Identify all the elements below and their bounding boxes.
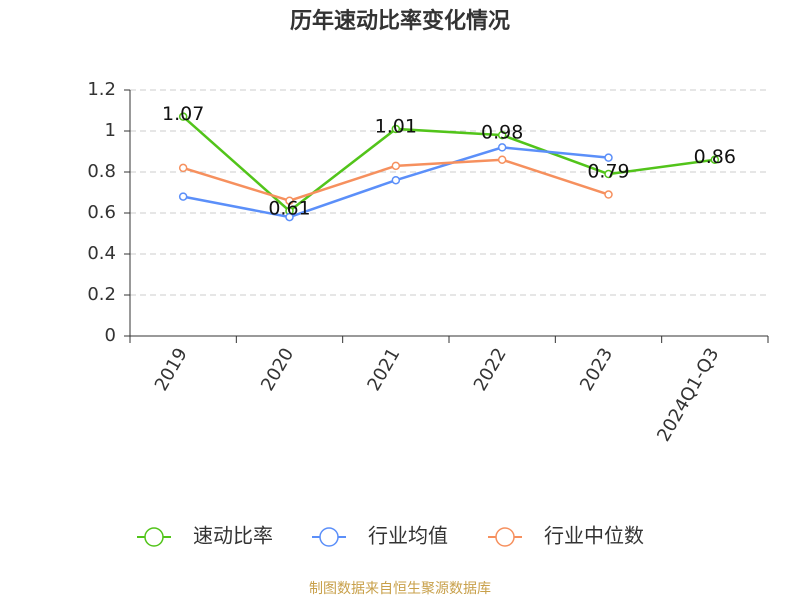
chart-title: 历年速动比率变化情况 [290, 8, 510, 34]
source-note: 制图数据来自恒生聚源数据库 [309, 581, 491, 597]
data-point [604, 153, 613, 162]
data-label: 1.01 [375, 115, 417, 137]
data-point [178, 112, 188, 121]
x-tick-label: 2023 [576, 345, 617, 395]
data-label: 1.07 [162, 103, 204, 125]
x-tick-label: 2021 [363, 345, 404, 395]
y-tick-label: 0.4 [87, 243, 116, 264]
x-tick-label: 2024Q1-Q3 [653, 345, 723, 446]
data-label: 0.61 [268, 197, 310, 219]
data-point [604, 190, 613, 199]
data-point [391, 161, 401, 171]
legend-marker [319, 527, 339, 547]
y-tick-label: 0.2 [87, 284, 116, 305]
data-point [178, 192, 188, 201]
data-label: 0.79 [587, 161, 629, 183]
data-point [604, 169, 613, 179]
legend-marker [144, 527, 164, 547]
data-point [497, 143, 507, 152]
y-tick-label: 0.6 [87, 202, 116, 223]
y-tick-label: 1.2 [87, 79, 116, 100]
y-tick-label: 0 [105, 325, 116, 346]
data-point [497, 130, 507, 140]
legend-label: 速动比率 [193, 524, 273, 548]
x-tick-label: 2022 [470, 344, 511, 394]
data-point [710, 155, 720, 164]
x-tick-label: 2019 [151, 345, 192, 395]
data-point [391, 175, 401, 185]
data-point [178, 163, 188, 173]
data-point [391, 124, 401, 134]
data-point [285, 196, 294, 205]
legend-label: 行业中位数 [544, 524, 644, 548]
data-point [285, 212, 294, 222]
data-point [497, 155, 507, 164]
x-tick-label: 2020 [257, 345, 298, 395]
y-tick-label: 1 [105, 120, 116, 141]
y-tick-label: 0.8 [87, 161, 116, 182]
legend-marker [495, 527, 515, 547]
data-label: 0.98 [481, 122, 523, 144]
data-label: 0.86 [694, 146, 736, 168]
legend-label: 行业均值 [368, 524, 448, 548]
